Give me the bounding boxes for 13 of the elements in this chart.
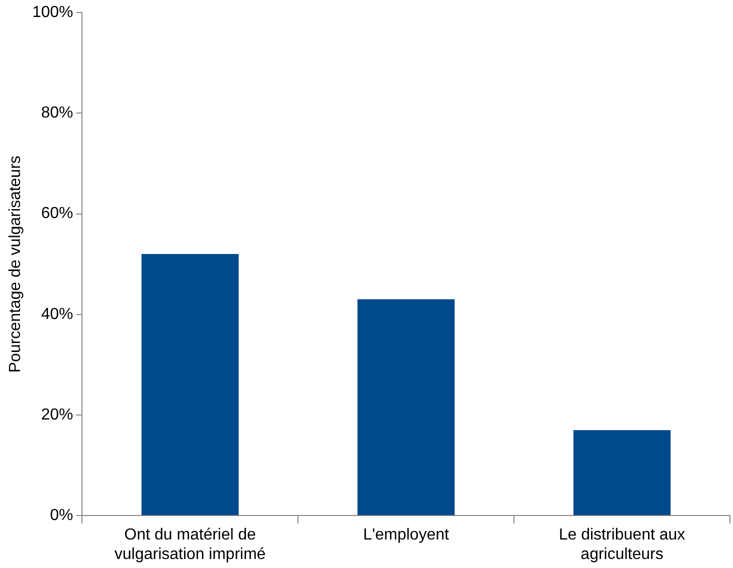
y-axis-title: Pourcentage de vulgarisateurs [7, 156, 24, 373]
y-tick-label: 20% [41, 406, 74, 424]
x-tick-label: Ont du matériel de vulgarisation imprimé [114, 526, 266, 563]
y-tick-label: 60% [41, 205, 74, 222]
bar [573, 430, 671, 516]
x-tick-label: L'employent [363, 526, 450, 544]
bar [142, 254, 239, 516]
y-tick-label: 80% [41, 104, 74, 122]
x-tick-label: Le distribuent aux agriculteurs [558, 526, 686, 563]
y-tick-label: 100% [32, 4, 74, 22]
bar [357, 299, 455, 516]
y-tick-label: 0% [50, 507, 74, 524]
y-tick-label: 40% [41, 306, 74, 323]
